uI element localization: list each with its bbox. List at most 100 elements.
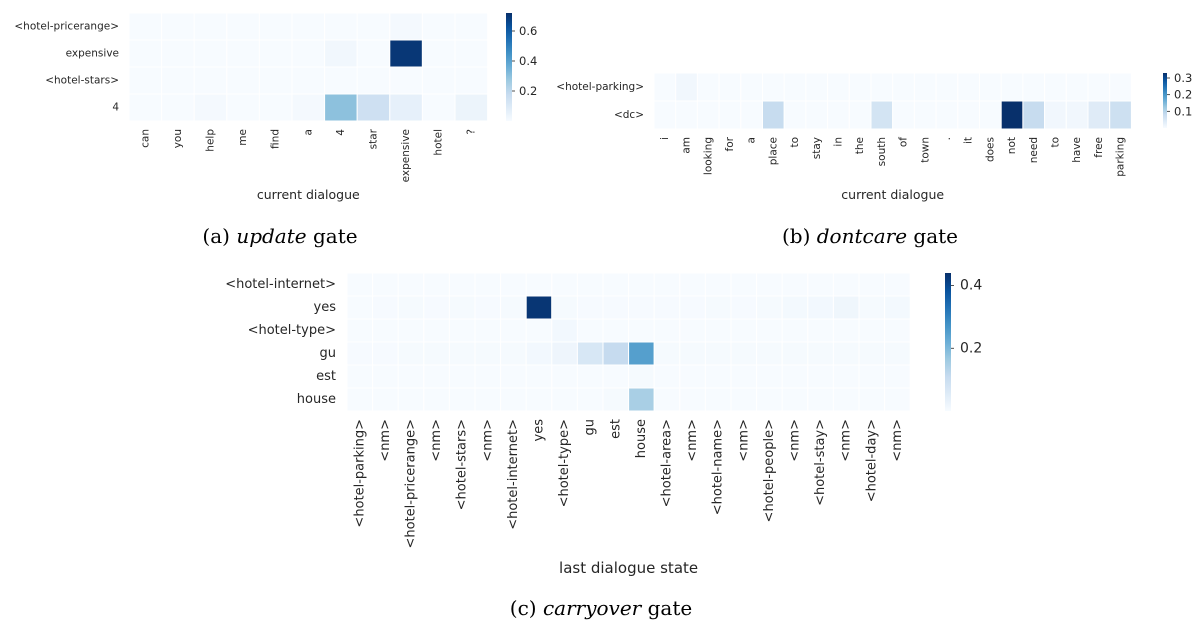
heatmap-cell: [935, 100, 959, 130]
y-tick-label: est: [316, 369, 336, 384]
y-tick-label: <hotel-parking>: [556, 81, 644, 93]
x-tick-label: ?: [465, 129, 477, 135]
heatmap-cell: [291, 93, 326, 122]
heatmap-cell: [730, 387, 758, 412]
heatmap-cell: [161, 12, 195, 41]
heatmap-cell: [291, 39, 326, 68]
y-tick-label: <hotel-pricerange>: [14, 21, 119, 33]
x-tick-label: <nm>: [685, 419, 700, 462]
heatmap-cell: [704, 387, 732, 412]
heatmap-cell: [421, 93, 456, 122]
heatmap-cell: [730, 318, 758, 343]
heatmap-cell: [730, 341, 758, 366]
x-tick-label: south: [876, 137, 888, 166]
x-tick-label: free: [1093, 137, 1105, 158]
colorbar-tick-label: 0.1: [1174, 104, 1192, 118]
heatmap-cell: [884, 364, 911, 389]
colorbar-tick-label: 0.3: [1174, 71, 1192, 85]
x-tick-label: a: [302, 129, 314, 135]
heatmap-cell: [979, 72, 1002, 102]
x-tick-label: need: [1028, 137, 1040, 163]
heatmap-cell: [781, 364, 809, 389]
heatmap-cell: [935, 72, 959, 102]
heatmap-cell: [783, 100, 807, 130]
heatmap-cell: [832, 295, 860, 320]
heatmap-cell: [807, 272, 834, 297]
x-tick-label: can: [139, 129, 151, 148]
x-tick-label: <hotel-people>: [762, 419, 777, 522]
heatmap-cell: [807, 295, 834, 320]
x-tick-label: yes: [532, 419, 547, 442]
x-tick-label: <hotel-type>: [557, 419, 572, 507]
heatmap-cell: [226, 12, 260, 41]
heatmap-cell: [827, 100, 850, 130]
heatmap-cell: [324, 39, 358, 68]
heatmap-cell: [1000, 100, 1024, 130]
x-tick-label: looking: [702, 137, 714, 175]
heatmap-cell: [423, 387, 450, 412]
heatmap-cell: [551, 295, 578, 320]
heatmap-cell: [884, 387, 911, 412]
heatmap-cell: [128, 12, 163, 41]
x-tick-label: me: [237, 129, 249, 146]
x-tick-label: in: [832, 137, 844, 147]
heatmap-cell: [756, 318, 783, 343]
heatmap-cell: [500, 341, 527, 366]
caption-gate-name: carryover: [543, 596, 643, 620]
heatmap-cell: [781, 341, 809, 366]
heatmap-cell: [913, 100, 937, 130]
heatmap-cell: [193, 39, 228, 68]
heatmap-cell: [628, 272, 655, 297]
colorbar: [945, 273, 951, 411]
heatmap-cell: [848, 72, 872, 102]
heatmap-cell: [675, 72, 698, 102]
heatmap-cell: [397, 341, 425, 366]
heatmap-cell: [781, 318, 809, 343]
heatmap-cell: [807, 387, 834, 412]
x-tick-label: to: [789, 137, 801, 148]
heatmap-cell: [161, 66, 195, 95]
heatmap-cell: [628, 341, 655, 366]
heatmap-cell: [454, 39, 489, 68]
heatmap-cell: [474, 387, 502, 412]
heatmap-cell: [454, 12, 489, 41]
heatmap-cell: [346, 318, 374, 343]
x-tick-label: est: [608, 419, 623, 439]
x-tick-label: town: [919, 137, 931, 163]
heatmap-cell: [1065, 100, 1089, 130]
heatmap-cell: [730, 364, 758, 389]
heatmap-cell: [525, 387, 553, 412]
heatmap-cell: [832, 272, 860, 297]
heatmap-cell: [356, 93, 391, 122]
x-tick-label: <hotel-parking>: [352, 419, 367, 528]
heatmap-cell: [576, 387, 604, 412]
heatmap-cell: [892, 72, 915, 102]
heatmap-cell: [1109, 100, 1132, 130]
heatmap-cell: [858, 318, 886, 343]
heatmap-cell: [730, 295, 758, 320]
heatmap-cell: [730, 272, 758, 297]
heatmap-cell: [397, 318, 425, 343]
heatmap-cell: [226, 93, 260, 122]
heatmap-cell: [193, 93, 228, 122]
heatmap-panel-b: <hotel-parking><dc>i am looking for a place to…: [556, 71, 1192, 248]
heatmap-cell: [628, 295, 655, 320]
x-tick-label: .: [941, 137, 953, 140]
heatmap-cell: [291, 12, 326, 41]
heatmap-cell: [653, 341, 681, 366]
heatmap-cell: [346, 387, 374, 412]
heatmap-cell: [1109, 72, 1132, 102]
caption-suffix: gate: [907, 224, 958, 248]
heatmap-cell: [324, 12, 358, 41]
colorbar-tick-label: 0.2: [960, 340, 982, 356]
y-tick-label: expensive: [66, 48, 119, 60]
heatmap-cell: [1022, 100, 1046, 130]
heatmap-cell: [957, 72, 980, 102]
x-tick-label: find: [270, 129, 282, 149]
y-tick-label: <hotel-internet>: [225, 277, 336, 292]
heatmap-cell: [602, 341, 630, 366]
x-tick-label: house: [634, 419, 649, 458]
heatmap-cell: [423, 341, 450, 366]
x-tick-label: it: [963, 137, 975, 144]
heatmap-cell: [653, 318, 681, 343]
